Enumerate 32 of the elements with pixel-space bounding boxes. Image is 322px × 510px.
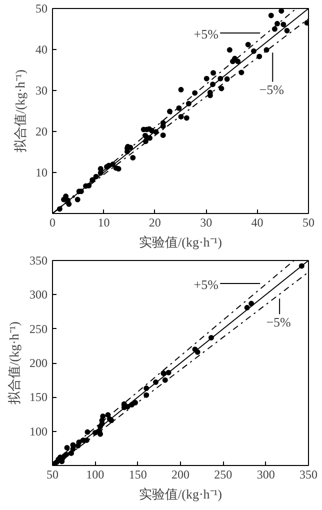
x-tick-label: 300 bbox=[256, 468, 275, 482]
y-axis-title: 拟合值/(kg·h⁻¹) bbox=[6, 322, 22, 404]
y-tick-label: 150 bbox=[30, 390, 48, 404]
x-tick-label: 350 bbox=[300, 468, 318, 482]
x-tick-label: 150 bbox=[128, 468, 147, 482]
x-tick-label: 0 bbox=[50, 216, 56, 230]
x-tick-label: 20 bbox=[148, 216, 161, 230]
y-tick-label: 200 bbox=[30, 356, 48, 370]
y-tick-label: 30 bbox=[36, 84, 48, 98]
x-tick-label: 50 bbox=[46, 468, 58, 482]
y-axis-title: 拟合值/(kg·h⁻¹) bbox=[12, 70, 28, 152]
annotation: +5% bbox=[194, 276, 219, 292]
x-tick-label: 100 bbox=[86, 468, 104, 482]
y-tick-label: 100 bbox=[30, 424, 48, 438]
annotation: −5% bbox=[259, 82, 284, 98]
annotation: +5% bbox=[194, 26, 219, 42]
y-tick-label: 10 bbox=[36, 166, 48, 180]
x-tick-label: 10 bbox=[98, 216, 110, 230]
x-tick-label: 30 bbox=[200, 216, 212, 230]
x-axis-title: 实验值/(kg·h⁻¹) bbox=[139, 234, 222, 250]
y-tick-label: 50 bbox=[36, 2, 48, 16]
y-tick-label: 250 bbox=[30, 322, 48, 336]
annotation: −5% bbox=[266, 314, 292, 330]
y-tick-label: 300 bbox=[30, 288, 48, 302]
y-tick-label: 20 bbox=[36, 124, 48, 138]
y-tick-label: 40 bbox=[36, 42, 48, 56]
x-axis-title: 实验值/(kg·h⁻¹) bbox=[139, 486, 222, 502]
x-tick-label: 250 bbox=[214, 468, 232, 482]
x-tick-label: 200 bbox=[172, 468, 190, 482]
y-tick-label: 350 bbox=[30, 254, 48, 268]
x-tick-label: 50 bbox=[302, 216, 314, 230]
x-tick-label: 40 bbox=[251, 216, 264, 230]
